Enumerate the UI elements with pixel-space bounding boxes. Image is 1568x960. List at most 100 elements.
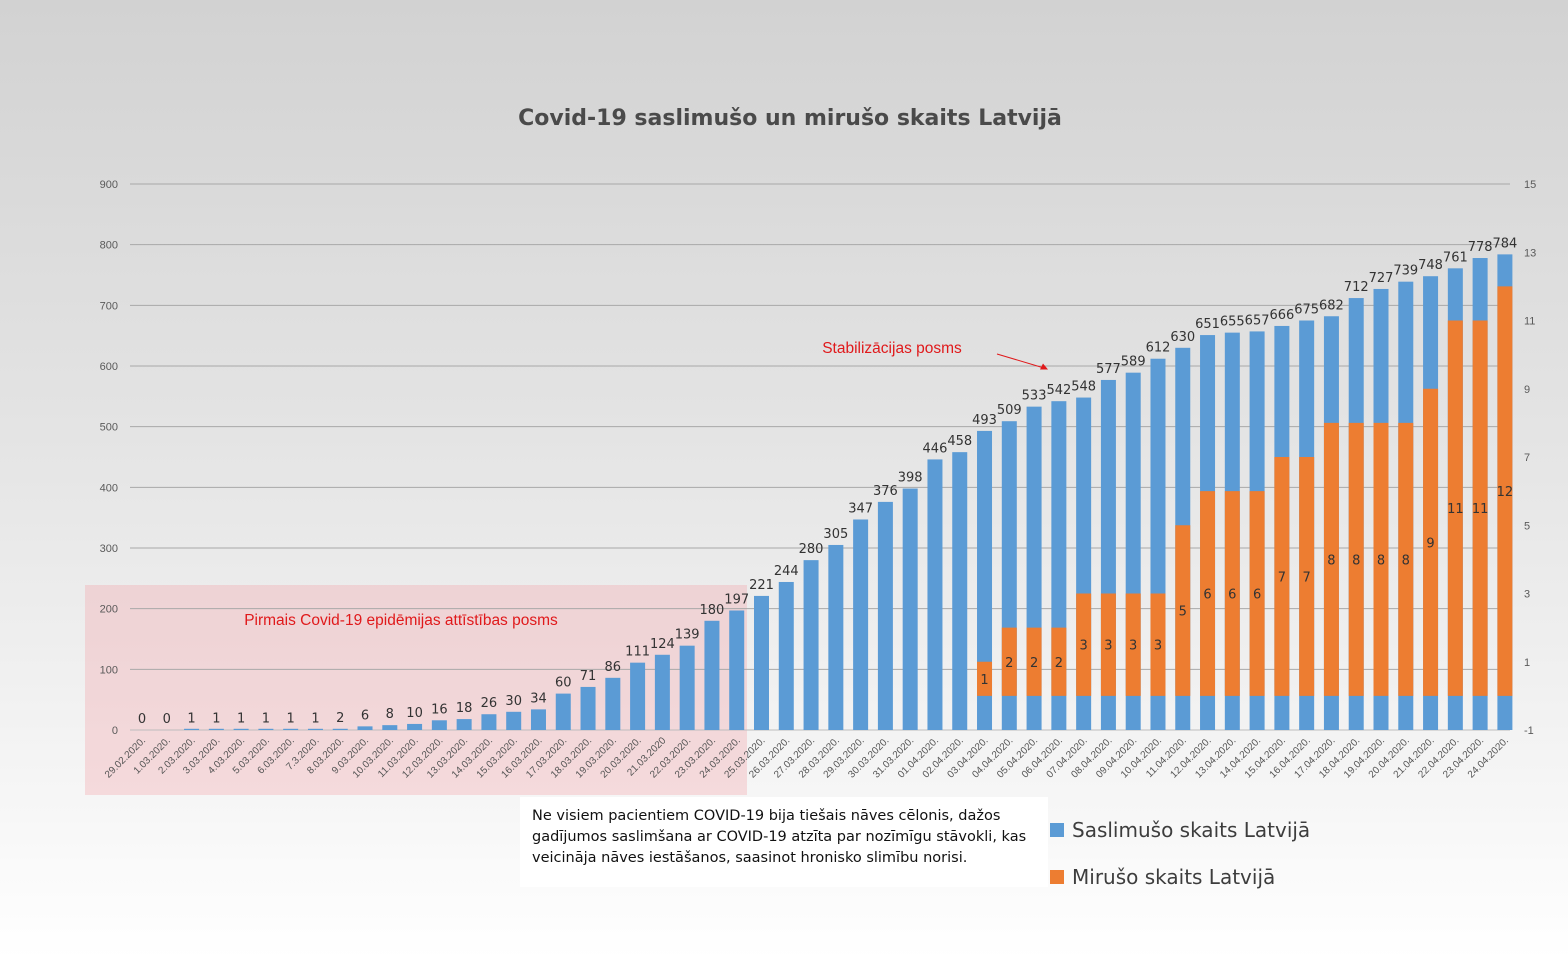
- cases-value-label: 280: [799, 542, 824, 557]
- deaths-value-label: 11: [1472, 502, 1489, 517]
- cases-value-label: 1: [187, 711, 195, 726]
- cases-value-label: 221: [749, 578, 774, 593]
- cases-bar: [506, 711, 522, 730]
- deaths-bar: [1472, 320, 1488, 696]
- cases-value-label: 180: [700, 603, 725, 618]
- deaths-value-label: 3: [1104, 639, 1112, 654]
- cases-value-label: 542: [1046, 383, 1071, 398]
- cases-bar: [952, 452, 968, 730]
- cases-value-label: 1: [311, 711, 319, 726]
- cases-bar: [382, 725, 398, 730]
- phase1-annotation: Pirmais Covid-19 epidēmijas attīstības p…: [244, 612, 558, 629]
- cases-bar: [357, 726, 373, 730]
- right-tick-label: 1: [1524, 657, 1530, 669]
- cases-value-label: 30: [505, 694, 522, 709]
- right-tick-label: 7: [1524, 452, 1530, 464]
- cases-value-label: 26: [481, 696, 498, 711]
- cases-bar: [803, 560, 819, 730]
- phase2-arrow: [996, 353, 1045, 369]
- cases-value-label: 347: [848, 501, 873, 516]
- cases-bar: [654, 654, 670, 730]
- deaths-bar: [1150, 593, 1166, 696]
- cases-bar: [233, 728, 249, 730]
- deaths-value-label: 6: [1253, 588, 1261, 603]
- legend-label-cases: Saslimušo skaits Latvijā: [1072, 817, 1311, 842]
- cases-value-label: 86: [605, 660, 622, 675]
- cases-value-label: 34: [530, 691, 547, 706]
- cases-bar: [729, 610, 745, 730]
- cases-value-label: 446: [923, 441, 948, 456]
- cases-value-label: 60: [555, 676, 572, 691]
- deaths-bar: [977, 661, 993, 696]
- cases-value-label: 682: [1319, 298, 1344, 313]
- legend-swatch-cases: [1050, 822, 1064, 837]
- cases-value-label: 509: [997, 403, 1022, 418]
- deaths-bar: [1447, 320, 1463, 696]
- left-tick-label: 300: [100, 543, 118, 555]
- right-tick-label: 5: [1524, 520, 1530, 532]
- deaths-value-label: 2: [1030, 656, 1038, 671]
- deaths-bar: [1200, 491, 1216, 696]
- deaths-bar: [1026, 627, 1042, 696]
- cases-bar: [853, 519, 869, 730]
- cases-value-label: 739: [1393, 264, 1418, 279]
- cases-bar: [456, 719, 472, 730]
- cases-value-label: 761: [1443, 250, 1468, 265]
- deaths-bar: [1001, 627, 1017, 696]
- left-tick-label: 600: [100, 361, 118, 373]
- cases-value-label: 305: [823, 527, 848, 542]
- right-tick-label: 11: [1524, 316, 1535, 328]
- deaths-bar: [1125, 593, 1141, 696]
- cases-value-label: 1: [262, 711, 270, 726]
- deaths-value-label: 2: [1005, 656, 1013, 671]
- cases-value-label: 244: [774, 564, 799, 579]
- footnote-text: Ne visiem pacientiem COVID-19 bija tieša…: [532, 808, 1027, 866]
- phase2-annotation: Stabilizācijas posms: [822, 340, 962, 357]
- cases-value-label: 1: [237, 711, 245, 726]
- deaths-bar: [1348, 422, 1364, 696]
- cases-value-label: 10: [406, 706, 423, 721]
- cases-value-label: 630: [1170, 330, 1195, 345]
- cases-value-label: 376: [873, 484, 898, 499]
- cases-bar: [704, 620, 720, 730]
- legend-item-deaths: Mirušo skaits Latvijā: [1050, 853, 1310, 900]
- cases-value-label: 675: [1294, 303, 1319, 318]
- right-tick-label: 13: [1524, 247, 1536, 259]
- cases-value-label: 398: [898, 471, 923, 486]
- cases-bar: [778, 581, 794, 730]
- cases-value-label: 533: [1022, 389, 1047, 404]
- cases-bar: [828, 544, 844, 730]
- footnote-box: Ne visiem pacientiem COVID-19 bija tieša…: [520, 797, 1048, 887]
- cases-bar: [754, 595, 769, 730]
- cases-bar: [407, 723, 423, 730]
- legend-label-deaths: Mirušo skaits Latvijā: [1072, 864, 1276, 889]
- cases-bar: [431, 720, 447, 730]
- cases-bar: [927, 459, 943, 730]
- cases-bar: [877, 501, 893, 730]
- deaths-bar: [1299, 457, 1315, 696]
- deaths-value-label: 3: [1079, 639, 1087, 654]
- cases-value-label: 197: [724, 592, 749, 607]
- cases-value-label: 71: [580, 669, 597, 684]
- right-tick-label: 15: [1524, 179, 1536, 191]
- cases-bar: [283, 728, 299, 730]
- deaths-value-label: 6: [1203, 588, 1211, 603]
- left-tick-label: 500: [100, 422, 118, 434]
- legend-item-cases: Saslimušo skaits Latvijā: [1050, 806, 1310, 853]
- right-tick-label: -1: [1524, 725, 1534, 737]
- cases-value-label: 111: [625, 645, 650, 660]
- cases-bar: [977, 430, 993, 730]
- cases-bar: [555, 693, 571, 730]
- cases-bar: [902, 488, 918, 730]
- cases-value-label: 655: [1220, 315, 1245, 330]
- left-tick-label: 400: [100, 482, 118, 494]
- deaths-value-label: 2: [1055, 656, 1063, 671]
- cases-bar: [530, 709, 546, 730]
- cases-value-label: 577: [1096, 362, 1121, 377]
- legend-swatch-deaths: [1050, 869, 1064, 884]
- cases-value-label: 778: [1468, 240, 1493, 255]
- left-tick-label: 100: [100, 664, 118, 676]
- deaths-bar: [1175, 525, 1191, 696]
- deaths-value-label: 8: [1327, 553, 1335, 568]
